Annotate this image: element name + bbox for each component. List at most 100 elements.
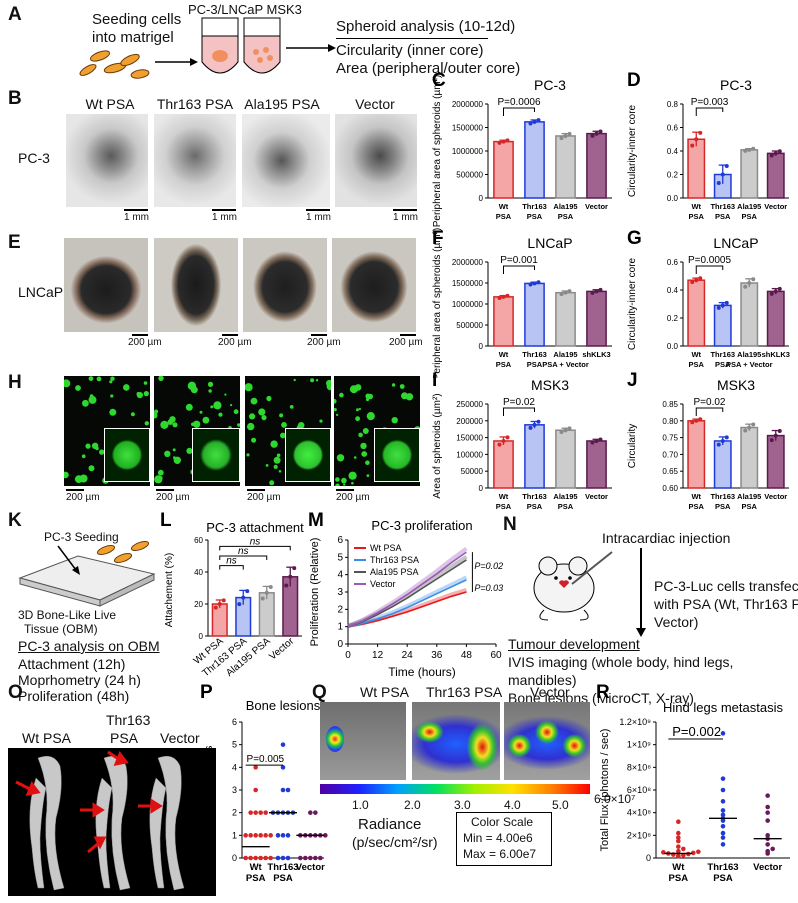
x-tick-label: 24 — [402, 650, 414, 661]
data-point — [769, 291, 774, 296]
panel-label-q: Q — [312, 682, 327, 703]
data-point — [536, 419, 541, 424]
data-point — [765, 833, 770, 838]
data-point — [268, 855, 273, 861]
bar — [493, 440, 514, 489]
data-point — [716, 442, 721, 447]
data-point — [292, 566, 297, 571]
x-tick-label: Wt — [499, 350, 509, 359]
data-point — [777, 286, 782, 291]
data-point — [777, 149, 782, 154]
chart-f: F LNCaP 0 500000 1000000 1500000 2000000 Periph… — [432, 228, 612, 378]
y-tick-label: 0.2 — [667, 171, 679, 180]
data-point — [590, 133, 595, 138]
bar — [766, 434, 785, 489]
x-tick-label: PSA — [715, 212, 731, 221]
x-tick-label: Thr163 — [710, 202, 735, 211]
panel-label-f: F — [432, 228, 444, 249]
spheroid-dot — [289, 405, 294, 409]
bar — [766, 152, 785, 199]
series-line — [347, 579, 467, 628]
chart-title: PC-3 proliferation — [371, 518, 472, 533]
spheroid-dot — [351, 481, 354, 485]
x-tick-label: Vector — [585, 202, 608, 211]
y-tick-label: 1×10⁹ — [627, 740, 651, 750]
data-point — [676, 848, 681, 854]
data-point — [765, 848, 770, 854]
x-tick-label: shKLK3 — [582, 350, 610, 359]
series-band — [347, 546, 468, 628]
data-point — [505, 435, 510, 440]
x-axis-label: Time (hours) — [388, 665, 456, 679]
spheroid-dot — [293, 378, 296, 382]
spheroid-dot — [186, 447, 193, 454]
p-value: P=0.0006 — [497, 97, 541, 108]
b-scalebar — [124, 209, 148, 211]
data-point — [258, 855, 263, 861]
q-signal-wt — [326, 726, 344, 752]
data-point — [773, 433, 778, 438]
q-colorscale-box: Color Scale Min = 4.00e6 Max = 6.00e7 — [456, 812, 552, 866]
k-tissue2: Tissue (OBM) — [24, 622, 98, 636]
x-tick-label: Wt — [691, 492, 701, 501]
significance-bracket — [695, 265, 724, 274]
y-tick-label: 1.2×10⁹ — [619, 717, 651, 727]
y-axis-label: Proliferation (Relative) — [309, 538, 321, 647]
spheroid-dot — [185, 403, 193, 411]
spheroid-dot — [399, 384, 405, 389]
b-col-vector: Vector — [355, 96, 395, 112]
x-tick-label: Vector — [296, 862, 325, 873]
bar — [524, 121, 545, 199]
chart-title: PC-3 attachment — [206, 520, 304, 535]
chart-d: D PC-3 0.0 0.2 0.4 0.6 0.8 Circularity-inner co… — [627, 70, 789, 221]
data-point — [676, 853, 681, 859]
x-tick-label: PSA — [689, 502, 705, 511]
spheroid-dot — [266, 395, 272, 402]
panel-label-k: K — [8, 510, 22, 531]
spheroid-dot — [341, 477, 347, 484]
data-point — [237, 602, 242, 607]
spheroid-dot — [246, 453, 250, 457]
x-tick-label: Vector — [267, 635, 296, 662]
b-scalebar-4 — [393, 209, 417, 211]
y-tick-label: 0.65 — [662, 467, 678, 476]
x-tick-label: 48 — [461, 650, 473, 661]
b-image-vector — [335, 114, 417, 207]
data-point — [532, 422, 537, 427]
series-line — [347, 591, 467, 628]
spheroid-dot — [401, 392, 408, 400]
data-point — [217, 602, 222, 606]
panel-label-i: I — [432, 370, 437, 391]
a-step1b: into matrigel — [92, 29, 174, 46]
e-row-label: LNCaP — [18, 284, 64, 300]
y-axis-label: Circularity-inner core — [627, 104, 638, 197]
data-point — [567, 289, 572, 294]
data-point — [590, 290, 595, 295]
bar — [687, 138, 706, 199]
chart-r: R Hind legs metastasis 0 2×10⁸ 4×10⁸ 6×10⁸ 8×1… — [596, 682, 790, 884]
q-signal-vector — [504, 716, 590, 770]
x-tick-label: PSA — [689, 360, 705, 369]
spheroid-dot — [366, 412, 375, 421]
spheroid-dot — [261, 415, 267, 421]
data-point — [594, 289, 599, 294]
spheroid-dot — [143, 391, 149, 397]
panel-label-g: G — [627, 228, 642, 249]
data-point — [765, 793, 770, 798]
data-point — [253, 855, 258, 861]
spheroid-dot — [96, 376, 102, 382]
data-point — [694, 418, 699, 423]
h-scalebar-2 — [156, 489, 174, 491]
data-point — [590, 440, 595, 445]
x-tick-label: Thr163 — [267, 862, 298, 873]
q-image-wt — [320, 702, 406, 780]
spheroid-dot — [88, 376, 94, 381]
spheroid-dot — [356, 408, 359, 412]
data-point — [313, 855, 318, 861]
p-value: P=0.02 — [474, 561, 503, 571]
spheroid-dot — [88, 465, 95, 472]
bar — [586, 290, 607, 347]
h-scalebar-3 — [247, 489, 265, 491]
y-tick-label: 0.4 — [667, 147, 679, 156]
